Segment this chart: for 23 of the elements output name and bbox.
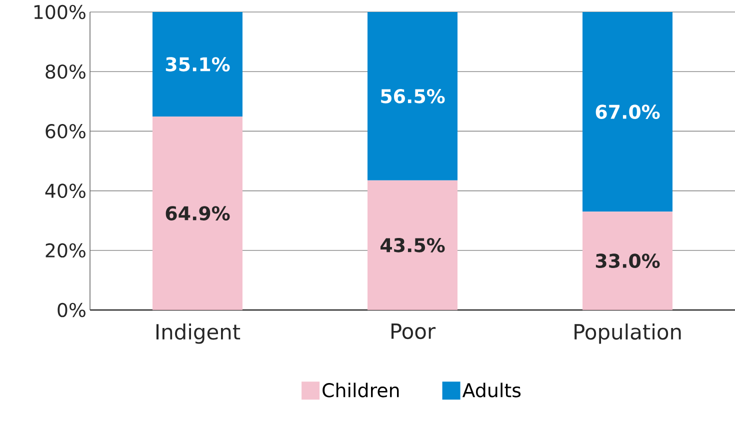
data-label: 33.0% <box>596 254 660 268</box>
y-tick-label: 40% <box>45 184 86 198</box>
bar <box>152 12 242 117</box>
bar <box>152 116 242 310</box>
bar <box>582 212 673 310</box>
x-tick-label: Indigent <box>156 324 240 344</box>
y-tick-label: 20% <box>46 243 86 258</box>
x-tick-label: Population <box>574 324 681 344</box>
y-tick-label: 100% <box>34 4 86 20</box>
legend-label: Adults <box>462 382 521 398</box>
y-tick-label: 80% <box>46 64 86 79</box>
bar <box>368 180 458 310</box>
data-label: 64.9% <box>166 206 230 220</box>
x-tick-label: Poor <box>392 324 436 340</box>
data-label: 67.0% <box>596 104 660 119</box>
data-label: 35.1% <box>166 57 230 72</box>
data-label: 43.5% <box>380 238 445 252</box>
y-tick-label: 60% <box>46 124 86 138</box>
bar <box>368 12 458 180</box>
data-label: 56.5% <box>381 89 445 104</box>
y-tick-label: 0% <box>58 302 86 318</box>
bar <box>582 12 673 212</box>
legend-label: Children <box>322 382 399 398</box>
